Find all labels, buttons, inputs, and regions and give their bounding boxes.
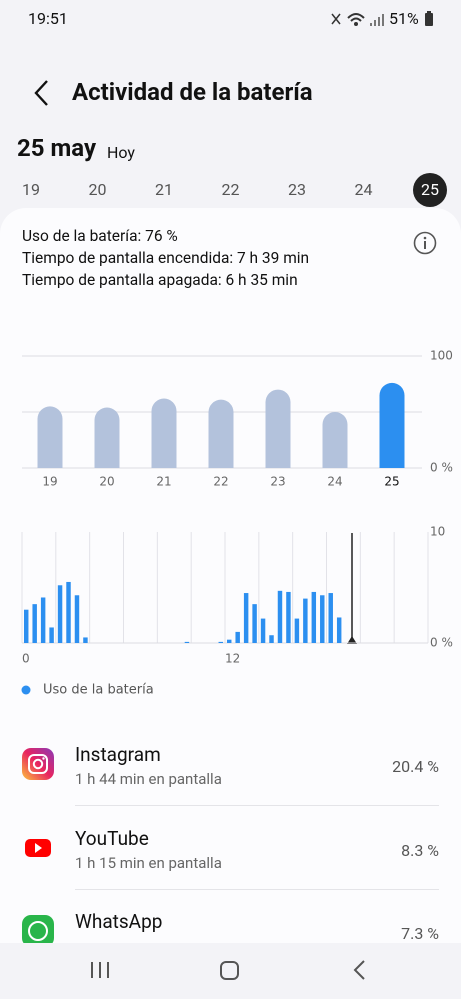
bar [74, 595, 80, 643]
bar [303, 598, 308, 643]
day-chip[interactable]: 25 [413, 173, 447, 207]
legend-label: Uso de la batería [43, 683, 154, 698]
bar [184, 641, 190, 643]
youtube-icon [25, 839, 51, 857]
summary-line: Tiempo de pantalla encendida: 7 h 39 min [22, 249, 310, 267]
x-tick-label: 23 [270, 475, 285, 489]
day-chip[interactable]: 24 [354, 180, 373, 199]
y-tick-label: 100 [430, 349, 453, 363]
x-tick-label: 19 [42, 475, 57, 489]
x-tick-label: 22 [213, 475, 228, 489]
now-marker-head [347, 636, 357, 644]
bar [57, 585, 63, 643]
bar [328, 593, 333, 643]
status-time: 19:51 [28, 9, 68, 28]
bar [286, 591, 291, 643]
nav-buttons [91, 960, 365, 980]
separator [75, 889, 439, 890]
bar [277, 590, 283, 643]
app-name: WhatsApp [75, 910, 163, 933]
recents-button[interactable] [91, 962, 109, 978]
bar [208, 399, 234, 468]
bar [227, 639, 232, 643]
separator [75, 805, 439, 806]
app-percent: 7.3 % [401, 924, 439, 943]
whatsapp-icon [22, 915, 54, 943]
app-detail: 1 h 15 min en pantalla [75, 854, 222, 872]
bar [32, 604, 37, 643]
bar [336, 617, 342, 643]
y-tick-label: 0 % [430, 461, 453, 475]
bar [311, 591, 317, 643]
day-chip[interactable]: 23 [288, 180, 306, 199]
bar [83, 637, 88, 643]
back-button[interactable] [32, 79, 52, 107]
x-tick-label: 20 [99, 475, 114, 489]
bar [49, 627, 54, 643]
bar [94, 407, 120, 468]
app-name: Instagram [75, 743, 161, 766]
bar [294, 618, 300, 643]
home-button[interactable] [220, 961, 239, 980]
bar [218, 641, 223, 643]
app-percent: 8.3 % [401, 841, 439, 860]
battery-icon [425, 11, 433, 26]
bar [269, 635, 274, 643]
page-title: Actividad de la batería [72, 78, 313, 106]
bar [151, 398, 177, 468]
day-chip[interactable]: 19 [22, 180, 40, 199]
bar [320, 595, 325, 643]
day-chip[interactable]: 21 [155, 180, 173, 199]
card [0, 208, 461, 943]
nav-bar [0, 943, 461, 999]
date-relative: Hoy [107, 143, 135, 162]
bar [322, 412, 348, 468]
x-tick-label: 24 [327, 475, 342, 489]
x-tick-label: 12 [225, 652, 240, 666]
day-chip[interactable]: 20 [88, 180, 107, 199]
summary-line: Uso de la batería: 76 % [22, 227, 178, 245]
instagram-icon [22, 748, 54, 780]
bar [243, 593, 249, 643]
info-button[interactable] [412, 230, 438, 256]
bar [40, 597, 46, 643]
legend-dot [21, 685, 31, 695]
date: 25 may [17, 134, 97, 162]
app-detail: 1 h 44 min en pantalla [75, 770, 222, 788]
bar [260, 618, 266, 643]
y-tick-label: 0 % [430, 636, 453, 650]
summary-line: Tiempo de pantalla apagada: 6 h 35 min [22, 271, 298, 289]
bar [66, 581, 71, 643]
bar [235, 631, 240, 643]
x-tick-label: 21 [156, 475, 171, 489]
status-battery: 51% [389, 9, 419, 28]
x-tick-label: 0 [22, 652, 30, 666]
bar [37, 406, 63, 468]
y-tick-label: 10 [430, 525, 445, 539]
x-tick-label: 25 [384, 475, 399, 489]
bar [24, 609, 29, 643]
bar [265, 389, 291, 468]
app-name: YouTube [75, 827, 149, 850]
app-percent: 20.4 % [392, 757, 439, 776]
bar [252, 604, 257, 643]
bar [379, 382, 405, 468]
back-nav-button[interactable] [353, 960, 365, 980]
day-chip[interactable]: 22 [221, 180, 240, 199]
status-icons [331, 13, 384, 26]
